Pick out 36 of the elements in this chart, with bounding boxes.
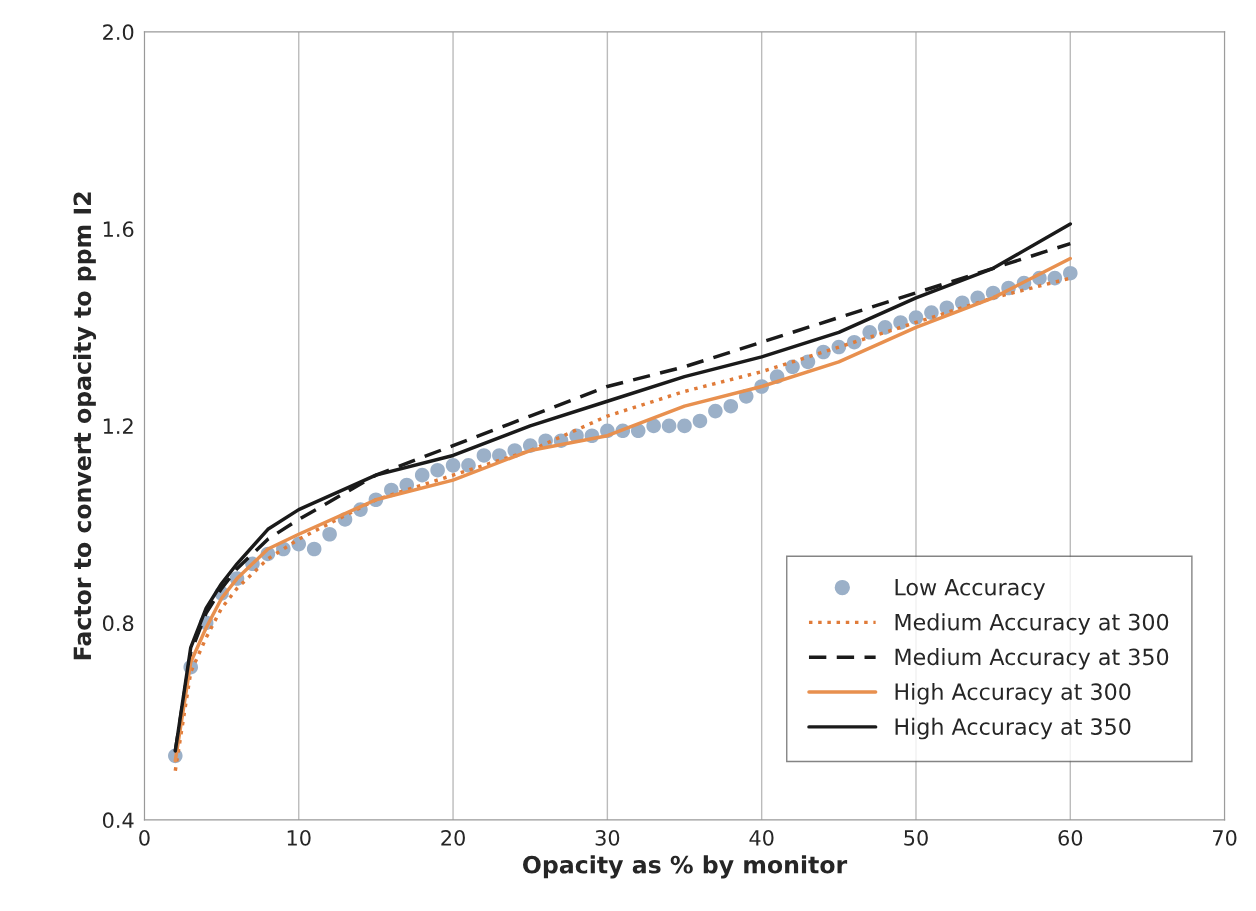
point	[414, 467, 430, 483]
x-tick-label: 0	[139, 829, 150, 846]
point	[322, 526, 337, 542]
point	[476, 448, 492, 463]
x-tick-label: 20	[441, 829, 465, 846]
point	[862, 325, 877, 340]
legend-label: High Accuracy at 350	[895, 717, 1131, 740]
point	[430, 462, 445, 478]
legend-label: Low Accuracy	[895, 579, 1046, 600]
y-tick-label: 0.4	[102, 812, 134, 829]
y-tick-label: 0.8	[102, 615, 134, 632]
legend-label: Medium Accuracy at 350	[895, 648, 1169, 670]
y-tick-label: 1.2	[103, 418, 133, 434]
point	[708, 403, 723, 419]
x-tick-label: 70	[1213, 829, 1237, 846]
point	[908, 310, 924, 325]
legend-label: High Accuracy at 300	[895, 682, 1131, 705]
point	[1063, 265, 1078, 281]
point	[692, 413, 708, 429]
point	[677, 418, 692, 434]
y-tick-label: 2.0	[103, 24, 134, 41]
x-tick-label: 10	[287, 829, 311, 846]
x-tick-label: 60	[1058, 829, 1083, 846]
x-axis-title: Opacity as % by monitor	[523, 855, 848, 879]
point	[846, 334, 862, 350]
point	[306, 541, 322, 557]
y-tick-label: 1.6	[103, 221, 134, 238]
point	[661, 418, 677, 434]
x-tick-label: 40	[749, 829, 774, 846]
x-tick-label: 50	[904, 829, 928, 846]
y-axis-title: Factor to convert opacity to ppm I2	[73, 192, 97, 660]
point	[723, 398, 739, 414]
point	[445, 458, 461, 473]
point	[646, 418, 661, 434]
legend-label: Medium Accuracy at 300	[895, 613, 1169, 635]
x-tick-label: 30	[595, 829, 620, 846]
